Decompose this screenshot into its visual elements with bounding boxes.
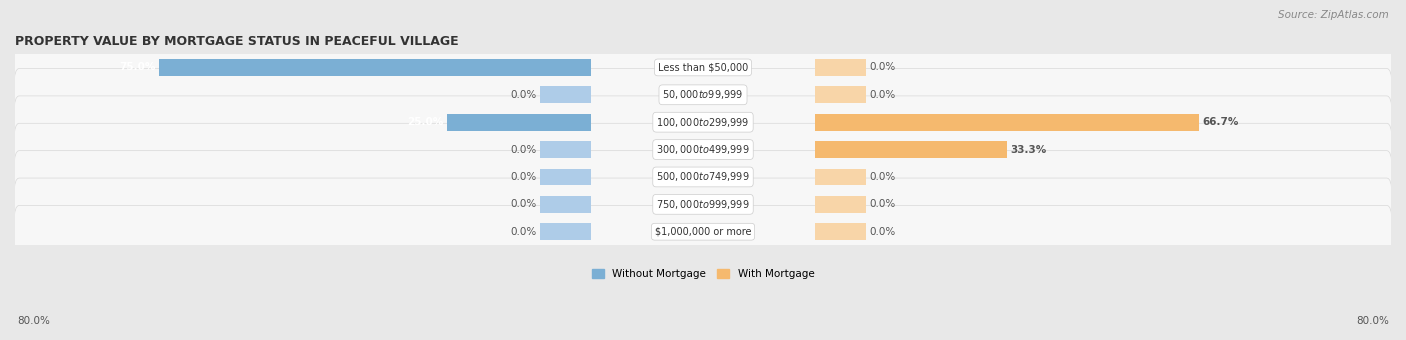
FancyBboxPatch shape: [14, 178, 1392, 231]
Bar: [815, 169, 866, 185]
Bar: [15, 54, 1391, 81]
Bar: [15, 136, 1391, 163]
Text: $500,000 to $749,999: $500,000 to $749,999: [657, 170, 749, 184]
Text: $50,000 to $99,999: $50,000 to $99,999: [662, 88, 744, 101]
Text: 75.0%: 75.0%: [120, 63, 156, 72]
Text: 0.0%: 0.0%: [870, 199, 896, 209]
Text: 0.0%: 0.0%: [510, 90, 536, 100]
Text: $1,000,000 or more: $1,000,000 or more: [655, 227, 751, 237]
Text: 80.0%: 80.0%: [1357, 317, 1389, 326]
Bar: [815, 114, 1199, 131]
Text: 0.0%: 0.0%: [870, 227, 896, 237]
Bar: [540, 169, 591, 185]
Bar: [540, 86, 591, 103]
Bar: [815, 196, 866, 213]
Bar: [815, 141, 1007, 158]
Bar: [15, 81, 1391, 108]
Bar: [15, 191, 1391, 218]
FancyBboxPatch shape: [14, 41, 1392, 94]
Text: 33.3%: 33.3%: [1010, 144, 1046, 155]
Text: Less than $50,000: Less than $50,000: [658, 63, 748, 72]
Text: 25.0%: 25.0%: [408, 117, 444, 127]
FancyBboxPatch shape: [14, 69, 1392, 121]
FancyBboxPatch shape: [14, 96, 1392, 149]
FancyBboxPatch shape: [14, 151, 1392, 203]
Bar: [15, 108, 1391, 136]
Bar: [815, 223, 866, 240]
Text: PROPERTY VALUE BY MORTGAGE STATUS IN PEACEFUL VILLAGE: PROPERTY VALUE BY MORTGAGE STATUS IN PEA…: [15, 35, 458, 48]
Bar: [815, 86, 866, 103]
Text: 80.0%: 80.0%: [17, 317, 49, 326]
Text: 0.0%: 0.0%: [870, 90, 896, 100]
Bar: [159, 59, 591, 76]
Text: 0.0%: 0.0%: [510, 172, 536, 182]
Legend: Without Mortgage, With Mortgage: Without Mortgage, With Mortgage: [589, 266, 817, 283]
Text: 0.0%: 0.0%: [510, 199, 536, 209]
Text: $300,000 to $499,999: $300,000 to $499,999: [657, 143, 749, 156]
Bar: [540, 141, 591, 158]
FancyBboxPatch shape: [14, 123, 1392, 176]
Bar: [15, 218, 1391, 245]
Text: 0.0%: 0.0%: [870, 172, 896, 182]
Bar: [447, 114, 591, 131]
FancyBboxPatch shape: [14, 205, 1392, 258]
Text: Source: ZipAtlas.com: Source: ZipAtlas.com: [1278, 10, 1389, 20]
Bar: [15, 163, 1391, 191]
Bar: [815, 59, 866, 76]
Text: 0.0%: 0.0%: [510, 227, 536, 237]
Bar: [540, 196, 591, 213]
Text: 0.0%: 0.0%: [510, 144, 536, 155]
Text: $100,000 to $299,999: $100,000 to $299,999: [657, 116, 749, 129]
Bar: [540, 223, 591, 240]
Text: $750,000 to $999,999: $750,000 to $999,999: [657, 198, 749, 211]
Text: 66.7%: 66.7%: [1202, 117, 1239, 127]
Text: 0.0%: 0.0%: [870, 63, 896, 72]
